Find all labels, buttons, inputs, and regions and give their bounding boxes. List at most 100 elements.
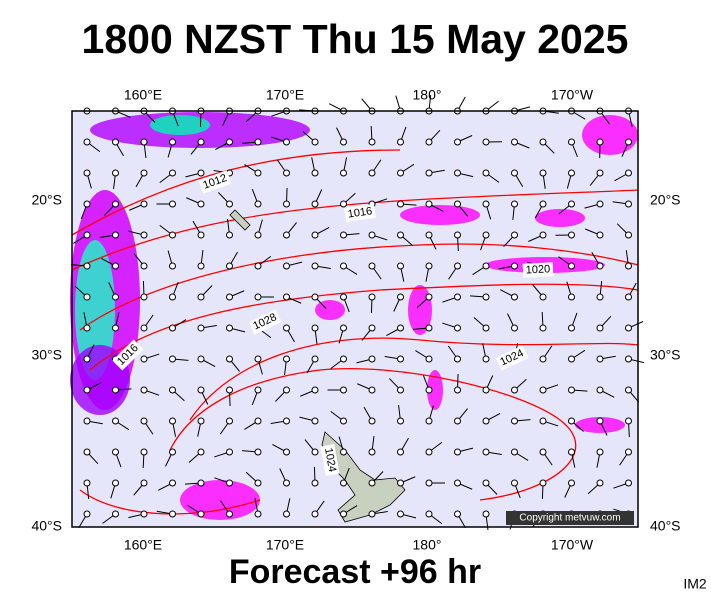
barb-station <box>198 263 204 269</box>
barb-station <box>170 387 176 393</box>
barb-station <box>597 480 603 486</box>
barb-station <box>597 232 603 238</box>
barb-station <box>284 387 290 393</box>
barb-station <box>626 232 632 238</box>
barb-station <box>398 201 404 207</box>
barb-station <box>170 325 176 331</box>
barb-station <box>483 232 489 238</box>
barb-station <box>84 480 90 486</box>
barb-station <box>284 263 290 269</box>
barb-station <box>369 356 375 362</box>
barb-station <box>483 294 489 300</box>
barb-station <box>198 449 204 455</box>
barb-station <box>626 201 632 207</box>
barb-station <box>141 449 147 455</box>
barb-station <box>455 139 461 145</box>
barb-station <box>455 325 461 331</box>
barb-station <box>113 201 119 207</box>
barb-station <box>455 511 461 517</box>
barb-station <box>455 294 461 300</box>
barb-station <box>198 387 204 393</box>
barb-station <box>141 511 147 517</box>
barb-station <box>170 263 176 269</box>
barb-station <box>483 387 489 393</box>
barb-station <box>569 449 575 455</box>
barb-station <box>312 201 318 207</box>
title: 1800 NZST Thu 15 May 2025 <box>82 16 629 62</box>
barb-station <box>569 480 575 486</box>
barb-station <box>113 139 119 145</box>
lat-label-left: 20°S <box>31 192 62 208</box>
barb-station <box>170 139 176 145</box>
barb-station <box>369 294 375 300</box>
barb-station <box>512 387 518 393</box>
barb-station <box>141 325 147 331</box>
barb-station <box>597 418 603 424</box>
barb-station <box>398 387 404 393</box>
barb-station <box>84 170 90 176</box>
barb-station <box>170 356 176 362</box>
barb-station <box>426 480 432 486</box>
lon-label-top: 170°E <box>266 87 304 103</box>
barb-station <box>84 387 90 393</box>
lon-label-bottom: 180° <box>413 537 442 553</box>
barb-station <box>312 356 318 362</box>
barb-station <box>398 325 404 331</box>
barb-station <box>597 170 603 176</box>
barb-station <box>198 294 204 300</box>
barb-station <box>398 418 404 424</box>
barb-station <box>540 232 546 238</box>
barb-station <box>141 139 147 145</box>
barb-station <box>141 232 147 238</box>
barb-station <box>198 232 204 238</box>
barb-station <box>284 232 290 238</box>
barb-station <box>426 263 432 269</box>
barb-station <box>341 170 347 176</box>
barb-station <box>312 387 318 393</box>
barb-station <box>540 418 546 424</box>
barb-station <box>455 480 461 486</box>
lon-label-bottom: 170°W <box>551 537 594 553</box>
barb-station <box>113 325 119 331</box>
barb-station <box>255 511 261 517</box>
barb-station <box>170 232 176 238</box>
barb-station <box>569 139 575 145</box>
barb-station <box>312 232 318 238</box>
barb-station <box>398 511 404 517</box>
barb-station <box>284 294 290 300</box>
barb-station <box>341 387 347 393</box>
barb-station <box>512 139 518 145</box>
barb-station <box>255 201 261 207</box>
lon-label-top: 170°W <box>551 87 594 103</box>
barb-station <box>113 387 119 393</box>
barb-station <box>227 325 233 331</box>
barb-station <box>312 170 318 176</box>
barb-station <box>426 511 432 517</box>
barb-station <box>626 356 632 362</box>
barb-station <box>398 294 404 300</box>
barb-station <box>483 418 489 424</box>
barb-station <box>512 170 518 176</box>
barb-station <box>540 387 546 393</box>
barb-station <box>113 170 119 176</box>
barb-station <box>540 139 546 145</box>
barb-station <box>227 232 233 238</box>
barb-station <box>455 201 461 207</box>
barb-station <box>569 201 575 207</box>
lon-label-top: 160°E <box>124 87 162 103</box>
barb-station <box>569 325 575 331</box>
barb-station <box>84 511 90 517</box>
barb-station <box>426 356 432 362</box>
barb-station <box>597 449 603 455</box>
barb-station <box>141 170 147 176</box>
barb-station <box>255 263 261 269</box>
barb-station <box>341 356 347 362</box>
barb-station <box>483 201 489 207</box>
barb-station <box>369 387 375 393</box>
barb-station <box>512 263 518 269</box>
barb-station <box>113 511 119 517</box>
barb-station <box>512 480 518 486</box>
barb-station <box>341 325 347 331</box>
barb-station <box>255 139 261 145</box>
